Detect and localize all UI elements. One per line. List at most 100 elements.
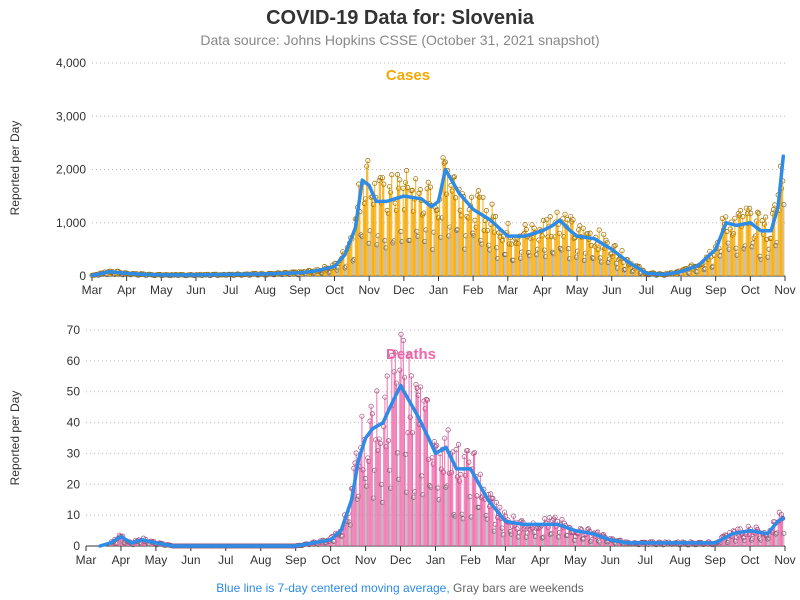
- cases-point: [724, 229, 730, 235]
- cases-bar: [761, 220, 763, 276]
- cases-bar: [401, 241, 403, 276]
- cases-bar: [776, 242, 778, 276]
- cases-point: [539, 233, 545, 239]
- deaths-bar: [767, 539, 769, 546]
- cases-point: [424, 186, 430, 192]
- deaths-bar: [554, 517, 556, 546]
- cases-point: [380, 175, 386, 181]
- deaths-bar: [477, 507, 479, 546]
- cases-point: [612, 242, 618, 249]
- deaths-bar: [351, 488, 353, 546]
- cases-point: [588, 243, 594, 249]
- cases-x-tick-label: Apr: [533, 283, 552, 297]
- deaths-bar: [444, 438, 446, 546]
- deaths-bar: [394, 352, 396, 546]
- cases-point: [619, 248, 625, 254]
- cases-bar: [351, 238, 353, 276]
- cases-bar: [338, 263, 340, 276]
- deaths-bar: [591, 539, 593, 546]
- cases-bar: [313, 272, 315, 276]
- deaths-bar: [148, 544, 150, 546]
- deaths-point: [781, 530, 787, 536]
- deaths-bar: [632, 543, 634, 546]
- deaths-bar: [512, 526, 514, 546]
- deaths-bar: [622, 543, 624, 546]
- deaths-bar: [374, 470, 376, 546]
- cases-bar: [759, 256, 761, 276]
- deaths-bar: [585, 534, 587, 546]
- cases-point: [570, 217, 576, 223]
- cases-bar: [106, 274, 108, 276]
- cases-bar: [714, 246, 716, 276]
- deaths-bar: [529, 529, 531, 546]
- deaths-bar: [400, 334, 402, 546]
- deaths-bar: [739, 528, 741, 546]
- cases-bar: [758, 213, 760, 276]
- deaths-bar: [583, 538, 585, 546]
- cases-bar: [634, 268, 636, 276]
- cases-point: [595, 247, 601, 253]
- cases-y-axis-label: Reported per Day: [8, 121, 22, 216]
- cases-bar: [491, 204, 493, 276]
- cases-bar: [415, 178, 417, 276]
- cases-bar: [534, 232, 536, 276]
- deaths-point: [409, 430, 416, 436]
- deaths-bar: [602, 534, 604, 546]
- cases-bar: [522, 235, 524, 276]
- deaths-bar: [409, 417, 411, 546]
- cases-bar: [600, 262, 602, 276]
- cases-x-tick-label: Nov: [774, 283, 795, 297]
- deaths-bar: [544, 518, 546, 546]
- deaths-bar: [370, 406, 372, 546]
- deaths-bar: [121, 536, 123, 546]
- cases-bar: [514, 238, 516, 276]
- cases-bar: [499, 237, 501, 276]
- deaths-bar: [464, 475, 466, 546]
- cases-bar: [320, 272, 322, 276]
- cases-point: [489, 201, 495, 207]
- deaths-bar: [395, 383, 397, 546]
- cases-bar: [756, 221, 758, 276]
- deaths-bar: [584, 534, 586, 546]
- cases-bar: [610, 253, 612, 276]
- deaths-point: [369, 411, 375, 417]
- deaths-bar: [493, 531, 495, 546]
- cases-x-tick-label: Jul: [639, 283, 654, 297]
- deaths-bar: [155, 544, 157, 546]
- cases-bar: [762, 234, 764, 276]
- footnote-average: Blue line is 7-day centered moving avera…: [216, 581, 449, 595]
- cases-bar: [596, 244, 598, 276]
- deaths-point: [488, 491, 494, 497]
- cases-bar: [430, 187, 432, 276]
- cases-point: [554, 209, 560, 215]
- cases-bar: [681, 270, 683, 276]
- cases-bar: [497, 258, 499, 276]
- cases-bar: [374, 183, 376, 276]
- cases-x-tick-label: Dec: [393, 283, 414, 297]
- deaths-bar: [491, 498, 493, 546]
- deaths-chart-title: Deaths: [386, 346, 436, 363]
- cases-bar: [713, 255, 715, 276]
- deaths-bar: [413, 497, 415, 546]
- deaths-bar: [489, 506, 491, 546]
- deaths-bar: [744, 540, 746, 546]
- cases-bar: [354, 218, 356, 276]
- cases-bar: [572, 219, 574, 276]
- cases-bar: [775, 245, 777, 276]
- cases-bar: [345, 266, 347, 276]
- cases-point: [544, 217, 550, 223]
- cases-point: [394, 171, 401, 178]
- deaths-bar: [733, 531, 735, 546]
- cases-bar: [730, 222, 732, 276]
- deaths-bar: [483, 489, 485, 546]
- deaths-x-tick-label: Aug: [250, 553, 271, 567]
- cases-bar: [113, 274, 115, 276]
- cases-bar: [515, 243, 517, 276]
- deaths-bar: [451, 472, 453, 546]
- cases-bar: [741, 226, 743, 276]
- deaths-bar: [354, 463, 356, 546]
- deaths-point: [368, 403, 374, 409]
- cases-bar: [387, 213, 389, 276]
- deaths-bar: [551, 533, 553, 546]
- cases-bar: [688, 273, 690, 276]
